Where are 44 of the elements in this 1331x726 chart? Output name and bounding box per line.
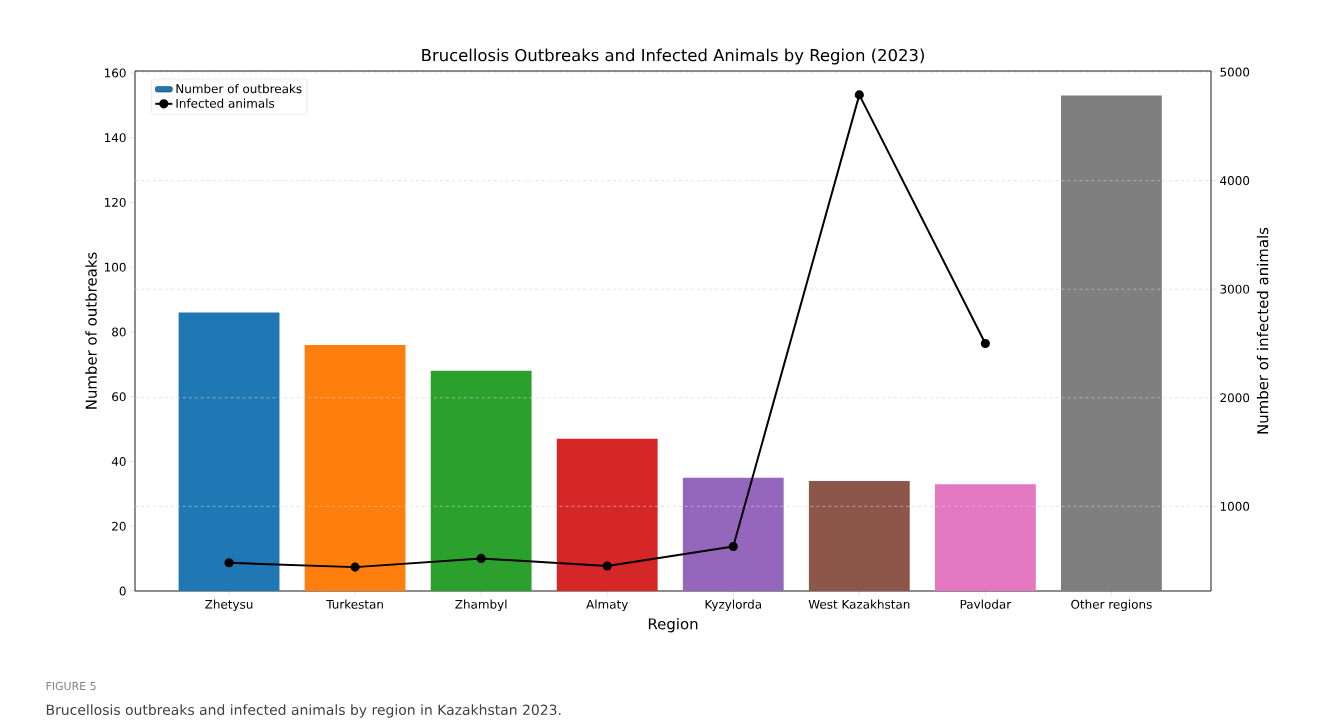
y-tick-label: 80: [112, 327, 126, 337]
text: Brucellosis outbreaks and infected animals by region in Kazakhstan 2023.: [46, 704, 561, 718]
x-tick-label: Pavlodar: [960, 599, 1012, 609]
caption: FIGURE 5: [46, 681, 96, 691]
y-tick-label: 160: [104, 68, 126, 78]
legend-label: Number of outbreaks: [176, 83, 302, 94]
y-tick-label: 140: [104, 133, 126, 143]
y2-axis-title: Number of infected animals: [1256, 227, 1269, 434]
y-tick-label: 40: [111, 456, 126, 467]
y2-tick-label: 4000: [1220, 176, 1250, 186]
point: [854, 90, 864, 100]
y-tick-label: 120: [104, 197, 126, 207]
legend-label: Infected animals: [176, 98, 275, 108]
x-tick-label: Turkestan: [326, 599, 383, 609]
x-tick-label: Almaty: [586, 599, 628, 612]
bar: [682, 477, 784, 592]
chart-title: Brucellosis Outbreaks and Infected Animals by Region (2023): [422, 48, 924, 65]
x-tick-label: Other regions: [1071, 599, 1152, 612]
point: [728, 541, 738, 552]
y-tick-label: 0: [119, 586, 126, 596]
x-tick-label: West Kazakhstan: [808, 599, 910, 609]
x-tick-label: Zhetysu: [205, 599, 253, 612]
y-tick-label: 60: [112, 392, 126, 402]
point: [602, 561, 612, 571]
bar: [304, 344, 406, 592]
bar: [556, 438, 658, 592]
y-axis-title: Number of outbreaks: [85, 252, 97, 409]
x-tick-label: Zhambyl: [455, 599, 507, 612]
bar: [430, 370, 532, 592]
y-tick-label: 20: [112, 521, 126, 531]
bar: [808, 480, 910, 592]
y2-tick-label: 2000: [1220, 393, 1250, 403]
y2-tick-label: 1000: [1220, 501, 1250, 511]
y2-tick-label: 5000: [1220, 67, 1250, 77]
x-axis-title: Region: [648, 617, 698, 633]
point: [350, 562, 360, 572]
point: [476, 553, 486, 564]
bar: [934, 484, 1036, 592]
y-tick-label: 100: [104, 262, 126, 272]
point: [224, 558, 234, 568]
point: [980, 338, 990, 349]
y2-tick-label: 3000: [1220, 284, 1250, 294]
x-tick-label: Kyzylorda: [705, 599, 762, 612]
bar: [178, 312, 280, 592]
